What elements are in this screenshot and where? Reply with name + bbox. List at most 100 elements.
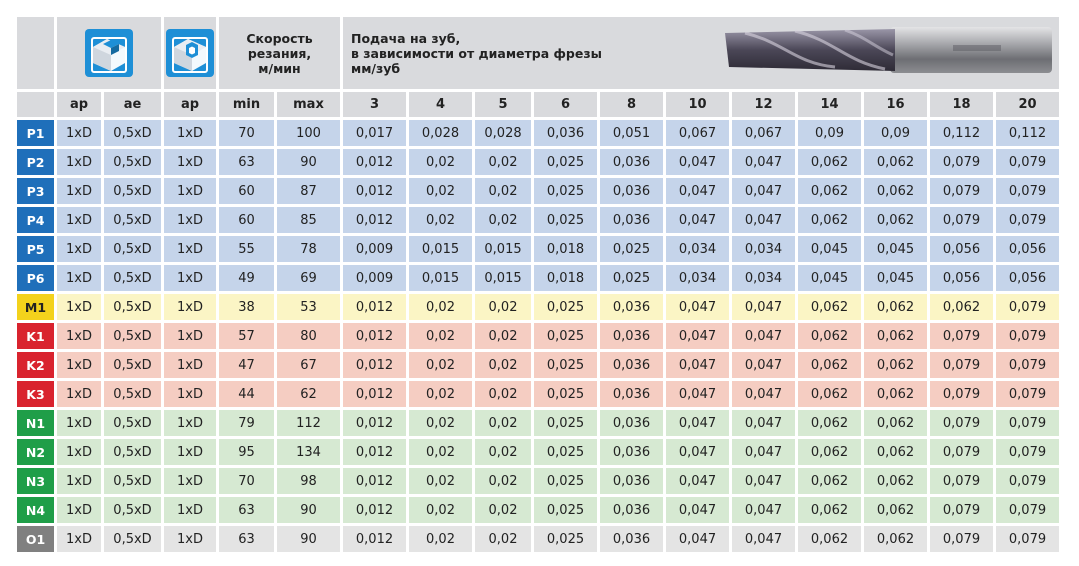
feed-cell-d14: 0,062 bbox=[798, 381, 861, 407]
table-row: N2 1xD 0,5xD 1xD 95 134 0,012 0,02 0,02 0,025 0,03… bbox=[17, 439, 1059, 465]
feed-cell-d8: 0,036 bbox=[600, 207, 663, 233]
feed-cell-d14: 0,09 bbox=[798, 120, 861, 146]
cell-ap2: 1xD bbox=[164, 468, 216, 494]
subheader-diameter-10: 10 bbox=[666, 92, 729, 117]
feed-cell-d16: 0,062 bbox=[864, 439, 927, 465]
cell-ap: 1xD bbox=[57, 410, 101, 436]
cell-ap: 1xD bbox=[57, 468, 101, 494]
feed-cell-d18: 0,079 bbox=[930, 526, 993, 552]
feed-cell-d8: 0,051 bbox=[600, 120, 663, 146]
feed-cell-d6: 0,025 bbox=[534, 149, 597, 175]
subheader-diameter-3: 3 bbox=[343, 92, 406, 117]
slot-milling-cell bbox=[57, 17, 161, 89]
cell-ap: 1xD bbox=[57, 236, 101, 262]
feed-cell-d6: 0,025 bbox=[534, 178, 597, 204]
cell-ae: 0,5xD bbox=[104, 265, 161, 291]
cell-min: 49 bbox=[219, 265, 274, 291]
cell-ap: 1xD bbox=[57, 178, 101, 204]
cell-max: 90 bbox=[277, 149, 340, 175]
feed-cell-d5: 0,02 bbox=[475, 149, 531, 175]
cell-ap: 1xD bbox=[57, 497, 101, 523]
feed-cell-d16: 0,062 bbox=[864, 178, 927, 204]
cell-ap2: 1xD bbox=[164, 439, 216, 465]
feed-cell-d6: 0,018 bbox=[534, 236, 597, 262]
subheader-max: max bbox=[277, 92, 340, 117]
feed-cell-d14: 0,062 bbox=[798, 439, 861, 465]
feed-cell-d16: 0,062 bbox=[864, 410, 927, 436]
feed-title-line-3: мм/зуб bbox=[351, 60, 401, 76]
feed-cell-d6: 0,025 bbox=[534, 294, 597, 320]
feed-cell-d10: 0,047 bbox=[666, 207, 729, 233]
feed-cell-d4: 0,02 bbox=[409, 526, 472, 552]
cell-max: 69 bbox=[277, 265, 340, 291]
material-code: M1 bbox=[17, 294, 54, 320]
feed-cell-d4: 0,02 bbox=[409, 468, 472, 494]
cutting-data-table-container: Скорость резания, м/мин Подача на зуб, в… bbox=[14, 14, 1062, 555]
feed-cell-d18: 0,062 bbox=[930, 294, 993, 320]
table-row: P4 1xD 0,5xD 1xD 60 85 0,012 0,02 0,02 0,025 0,036… bbox=[17, 207, 1059, 233]
feed-cell-d4: 0,028 bbox=[409, 120, 472, 146]
cell-ap2: 1xD bbox=[164, 236, 216, 262]
cell-max: 87 bbox=[277, 178, 340, 204]
feed-cell-d12: 0,047 bbox=[732, 352, 795, 378]
feed-cell-d8: 0,036 bbox=[600, 323, 663, 349]
feed-cell-d16: 0,09 bbox=[864, 120, 927, 146]
material-code: P3 bbox=[17, 178, 54, 204]
feed-cell-d14: 0,045 bbox=[798, 236, 861, 262]
feed-cell-d12: 0,034 bbox=[732, 265, 795, 291]
feed-cell-d3: 0,009 bbox=[343, 265, 406, 291]
feed-cell-d14: 0,045 bbox=[798, 265, 861, 291]
feed-cell-d4: 0,015 bbox=[409, 236, 472, 262]
table-row: P3 1xD 0,5xD 1xD 60 87 0,012 0,02 0,02 0,025 0,036… bbox=[17, 178, 1059, 204]
table-row: O1 1xD 0,5xD 1xD 63 90 0,012 0,02 0,02 0,025 0,036… bbox=[17, 526, 1059, 552]
feed-cell-d5: 0,015 bbox=[475, 236, 531, 262]
feed-cell-d5: 0,02 bbox=[475, 497, 531, 523]
subheader-row: ap ae ap min max 3 4 5 6 8 10 12 14 16 18 20 bbox=[17, 92, 1059, 117]
feed-cell-d5: 0,02 bbox=[475, 294, 531, 320]
feed-cell-d12: 0,047 bbox=[732, 294, 795, 320]
material-code: P6 bbox=[17, 265, 54, 291]
cell-ae: 0,5xD bbox=[104, 149, 161, 175]
subheader-ap2: ap bbox=[164, 92, 216, 117]
feed-cell-d3: 0,012 bbox=[343, 526, 406, 552]
feed-cell-d10: 0,047 bbox=[666, 468, 729, 494]
cell-min: 63 bbox=[219, 497, 274, 523]
material-code: K1 bbox=[17, 323, 54, 349]
feed-cell-d5: 0,02 bbox=[475, 410, 531, 436]
subheader-ap: ap bbox=[57, 92, 101, 117]
feed-cell-d8: 0,036 bbox=[600, 149, 663, 175]
feed-cell-d3: 0,012 bbox=[343, 468, 406, 494]
feed-cell-d14: 0,062 bbox=[798, 526, 861, 552]
feed-cell-d4: 0,015 bbox=[409, 265, 472, 291]
cell-ap: 1xD bbox=[57, 352, 101, 378]
feed-cell-d20: 0,079 bbox=[996, 381, 1059, 407]
feed-cell-d12: 0,047 bbox=[732, 468, 795, 494]
cell-max: 112 bbox=[277, 410, 340, 436]
cell-min: 38 bbox=[219, 294, 274, 320]
cell-max: 90 bbox=[277, 497, 340, 523]
feed-cell-d10: 0,047 bbox=[666, 178, 729, 204]
cutting-speed-title-line-2: резания, bbox=[247, 45, 312, 61]
cell-max: 98 bbox=[277, 468, 340, 494]
cell-ap: 1xD bbox=[57, 294, 101, 320]
feed-cell-d16: 0,062 bbox=[864, 468, 927, 494]
feed-cell-d10: 0,047 bbox=[666, 526, 729, 552]
cell-ap: 1xD bbox=[57, 265, 101, 291]
feed-cell-d5: 0,02 bbox=[475, 207, 531, 233]
feed-cell-d16: 0,062 bbox=[864, 323, 927, 349]
subheader-diameter-18: 18 bbox=[930, 92, 993, 117]
table-row: M1 1xD 0,5xD 1xD 38 53 0,012 0,02 0,02 0,025 0,036… bbox=[17, 294, 1059, 320]
feed-cell-d5: 0,02 bbox=[475, 352, 531, 378]
feed-cell-d18: 0,079 bbox=[930, 497, 993, 523]
cell-ae: 0,5xD bbox=[104, 468, 161, 494]
feed-cell-d4: 0,02 bbox=[409, 352, 472, 378]
material-code: N3 bbox=[17, 468, 54, 494]
feed-cell-d8: 0,036 bbox=[600, 526, 663, 552]
cell-min: 44 bbox=[219, 381, 274, 407]
feed-cell-d6: 0,018 bbox=[534, 265, 597, 291]
table-row: K1 1xD 0,5xD 1xD 57 80 0,012 0,02 0,02 0,025 0,036… bbox=[17, 323, 1059, 349]
feed-cell-d12: 0,047 bbox=[732, 410, 795, 436]
feed-cell-d6: 0,025 bbox=[534, 381, 597, 407]
subheader-diameter-8: 8 bbox=[600, 92, 663, 117]
feed-cell-d3: 0,012 bbox=[343, 294, 406, 320]
